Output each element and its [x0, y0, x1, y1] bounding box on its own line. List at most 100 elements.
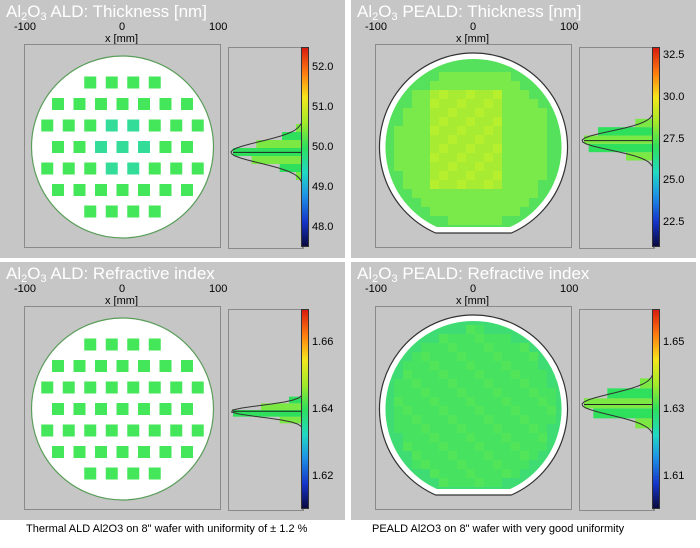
map-cell	[556, 469, 565, 479]
panel-title: Al2O3 PEALD: Refractive index	[357, 264, 589, 285]
map-cell	[475, 99, 485, 109]
panel-title-part: 2	[372, 11, 379, 23]
map-cell	[385, 415, 395, 425]
map-cell	[556, 325, 565, 335]
map-cell	[385, 334, 395, 344]
map-cell	[565, 496, 571, 506]
map-cell	[511, 171, 521, 181]
map-cell	[538, 388, 548, 398]
map-cell	[520, 55, 530, 64]
map-cell	[547, 487, 557, 492]
map-cell	[565, 63, 571, 73]
panel-title-part: 2	[21, 11, 28, 23]
map-cell	[394, 162, 404, 172]
measurement-point	[41, 162, 54, 175]
map-cell	[394, 135, 404, 145]
map-cell	[457, 370, 467, 380]
measurement-point	[84, 338, 97, 351]
measurement-point	[73, 141, 86, 153]
map-cell	[448, 153, 458, 163]
map-cell	[520, 505, 530, 509]
map-cell	[502, 442, 512, 452]
map-cell	[382, 317, 386, 326]
histogram-bar	[635, 118, 654, 128]
map-cell	[457, 388, 467, 398]
map-cell	[520, 397, 530, 407]
map-cell	[382, 72, 386, 82]
map-cell	[475, 370, 485, 380]
map-cell	[565, 343, 571, 353]
map-cell	[403, 55, 413, 64]
measurement-point	[84, 162, 97, 175]
map-cell	[439, 90, 449, 100]
measurement-point	[105, 467, 118, 480]
map-cell	[430, 307, 440, 317]
map-cell	[466, 63, 476, 73]
map-cell	[448, 45, 458, 55]
map-cell	[394, 487, 404, 492]
map-cell	[502, 117, 512, 127]
map-cell	[394, 45, 404, 55]
map-cell	[430, 496, 440, 506]
wafer-edge	[379, 315, 568, 495]
map-cell	[457, 325, 467, 335]
map-cell	[547, 135, 557, 145]
histogram-bar	[282, 132, 303, 140]
map-cell	[457, 442, 467, 452]
map-cell	[520, 307, 530, 317]
map-cell	[511, 162, 521, 172]
map-cell	[385, 198, 395, 208]
map-cell	[547, 397, 557, 407]
map-cell	[448, 198, 458, 208]
map-cell	[565, 189, 571, 199]
map-cell	[403, 442, 413, 452]
map-cell	[439, 171, 449, 181]
map-cell	[538, 63, 548, 73]
map-cell	[457, 379, 467, 389]
measurement-point	[170, 162, 183, 175]
map-cell	[430, 189, 440, 199]
map-cell	[430, 180, 440, 190]
map-cell	[382, 334, 386, 344]
measurement-point	[148, 162, 161, 175]
panel-ald-refractive-index: Al2O3 ALD: Refractive index x [mm] -100 0 10…	[0, 262, 345, 520]
map-cell	[511, 379, 521, 389]
x-tick-label: 0	[470, 283, 477, 295]
map-cell	[484, 496, 494, 506]
map-cell	[457, 72, 467, 82]
map-cell	[493, 72, 503, 82]
map-cell	[484, 207, 494, 217]
measurement-point	[116, 360, 129, 372]
map-cell	[448, 171, 458, 181]
map-cell	[394, 144, 404, 154]
map-cell	[520, 234, 530, 244]
measurement-point	[105, 162, 118, 175]
map-cell	[529, 225, 539, 230]
map-cell	[511, 135, 521, 145]
map-cell	[421, 343, 431, 353]
map-cell	[382, 216, 386, 226]
wafer-outline	[378, 314, 569, 496]
map-cell	[457, 216, 467, 226]
map-cell	[529, 379, 539, 389]
map-cell	[439, 505, 449, 509]
map-cell	[529, 99, 539, 109]
map-cell	[421, 198, 431, 208]
map-cell	[511, 397, 521, 407]
colorbar-tick-label: 30.0	[663, 91, 685, 103]
map-cell	[511, 352, 521, 362]
map-cell	[394, 225, 404, 230]
map-cell	[421, 108, 431, 118]
map-cell	[475, 317, 485, 326]
map-cell	[385, 343, 395, 353]
panel-peald-thickness: Al2O3 PEALD: Thickness [nm] x [mm] -100 0 10…	[351, 0, 696, 258]
map-cell	[538, 99, 548, 109]
map-cell	[520, 469, 530, 479]
map-cell	[475, 162, 485, 172]
map-cell	[448, 433, 458, 443]
map-cell	[439, 469, 449, 479]
map-cell	[412, 55, 422, 64]
map-cell	[439, 361, 449, 371]
map-cell	[430, 216, 440, 226]
map-cell	[529, 117, 539, 127]
